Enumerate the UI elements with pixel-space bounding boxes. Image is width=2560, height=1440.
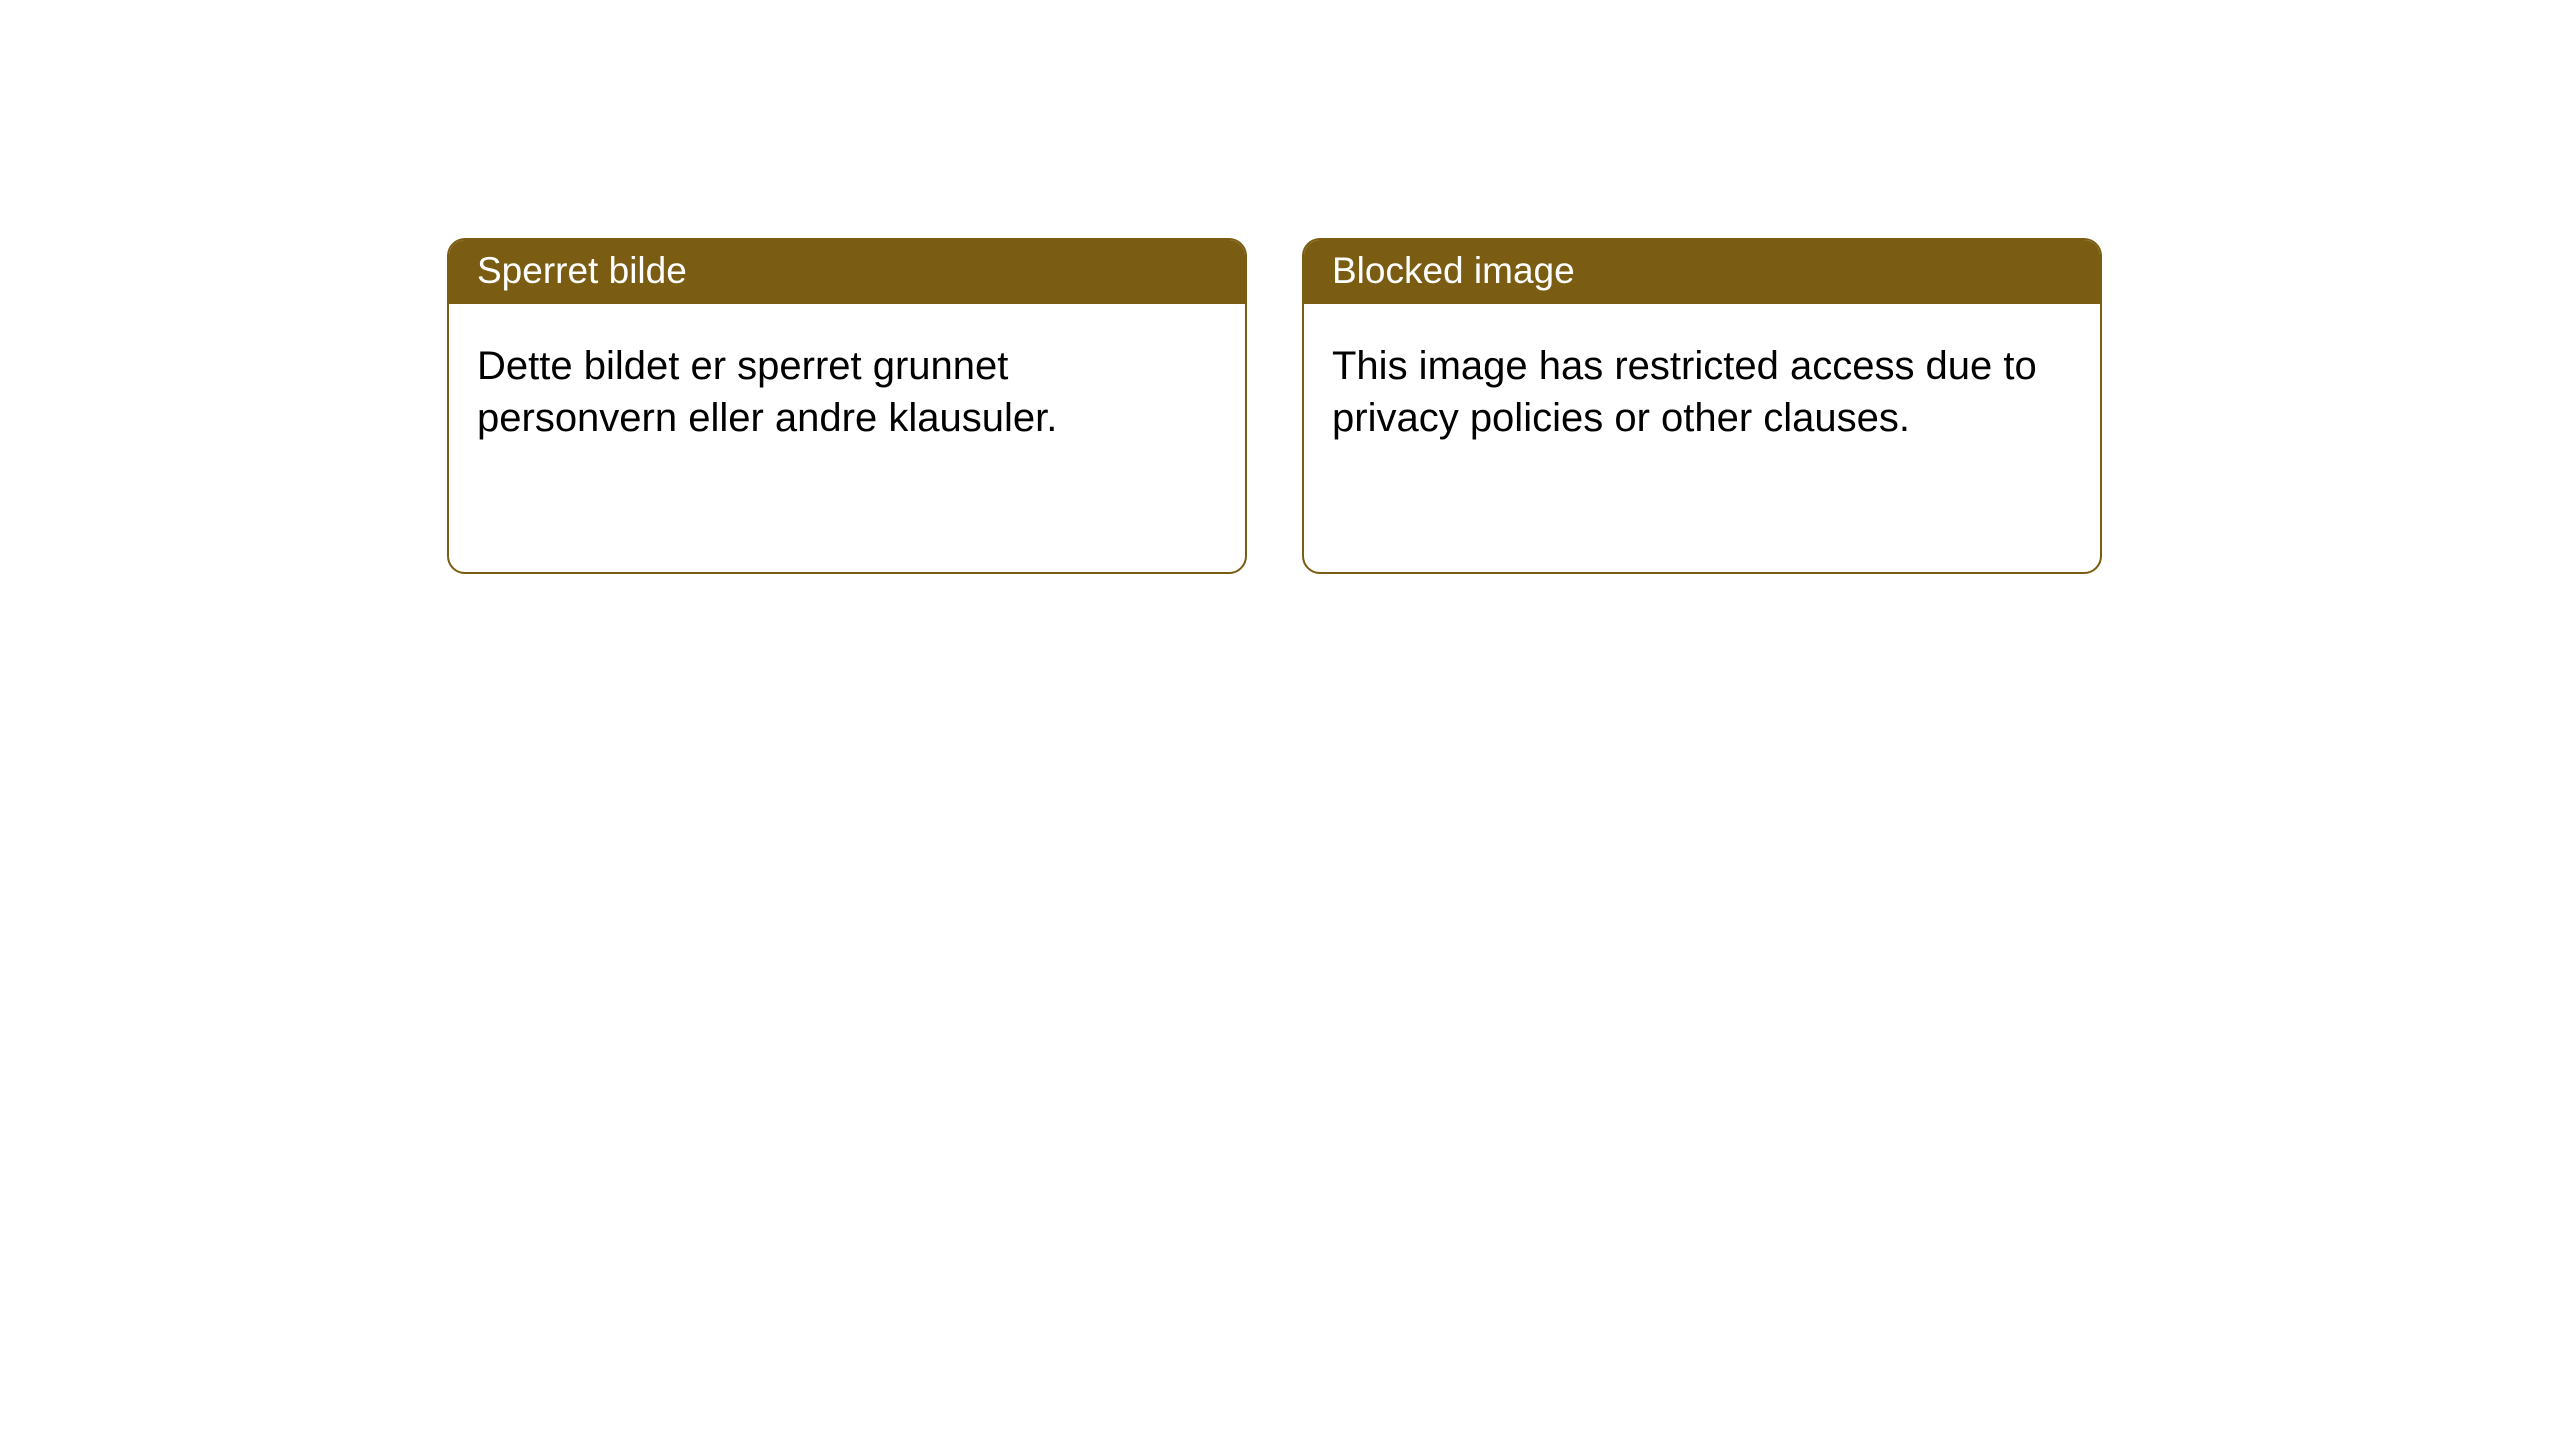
card-body: Dette bildet er sperret grunnet personve… (449, 304, 1245, 480)
notice-card-norwegian: Sperret bilde Dette bildet er sperret gr… (447, 238, 1247, 574)
card-title: Blocked image (1304, 240, 2100, 304)
notice-card-english: Blocked image This image has restricted … (1302, 238, 2102, 574)
card-title: Sperret bilde (449, 240, 1245, 304)
notice-container: Sperret bilde Dette bildet er sperret gr… (0, 0, 2560, 574)
card-body: This image has restricted access due to … (1304, 304, 2100, 480)
